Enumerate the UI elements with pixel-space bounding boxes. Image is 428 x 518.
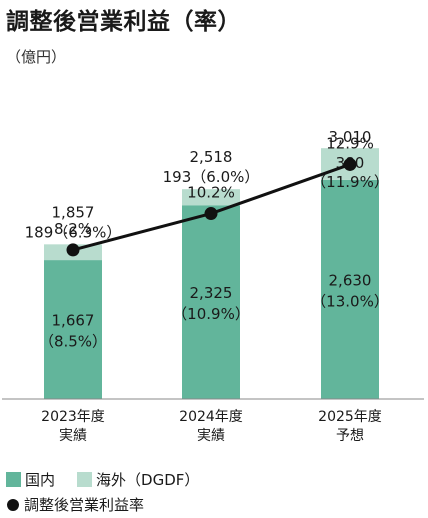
data-label-domestic: 2,325 （10.9%） [172,284,250,323]
rate-label: 10.2% [187,184,235,202]
data-label-domestic: 2,630 （13.0%） [311,271,389,310]
unit-label: （億円） [6,48,67,66]
data-label-total: 2,518 [190,148,233,166]
legend-label-overseas: 海外（DGDF） [96,471,200,489]
legend-row-bars: 国内 海外（DGDF） [6,469,199,490]
legend-row-line: 調整後営業利益率 [6,494,144,515]
bar-domestic [182,205,240,399]
legend-swatch-domestic [6,472,21,487]
category-label: 2024年度実績 [179,409,243,444]
legend-label-rate: 調整後営業利益率 [24,496,145,514]
legend-dot-rate [7,498,19,511]
rate-label: 12.9% [326,134,374,152]
data-label-overseas: 189（6.3%） [25,223,122,241]
bar-domestic [321,179,379,399]
chart-title: 調整後営業利益（率） [6,9,241,35]
category-label: 2023年度実績 [41,409,105,444]
rate-label: 8.2% [54,220,92,238]
bar-overseas [182,189,240,206]
chart-area: 1,667 （8.5%） 189（6.3%） 1,857 2023年度実績 2,325 （1… [2,128,424,444]
data-label-total: 3,010 [329,128,372,146]
legend-label-domestic: 国内 [25,471,56,489]
category-label: 2025年度予想 [318,409,382,444]
rate-point [204,207,218,221]
data-label-domestic: 1,667 （8.5%） [39,312,107,351]
data-label-overseas: 193（6.0%） [163,168,260,186]
data-label-total: 1,857 [52,203,95,221]
rate-point [66,243,80,257]
legend-swatch-overseas [77,472,93,487]
bar-domestic [44,260,102,399]
rate-point [343,157,357,171]
